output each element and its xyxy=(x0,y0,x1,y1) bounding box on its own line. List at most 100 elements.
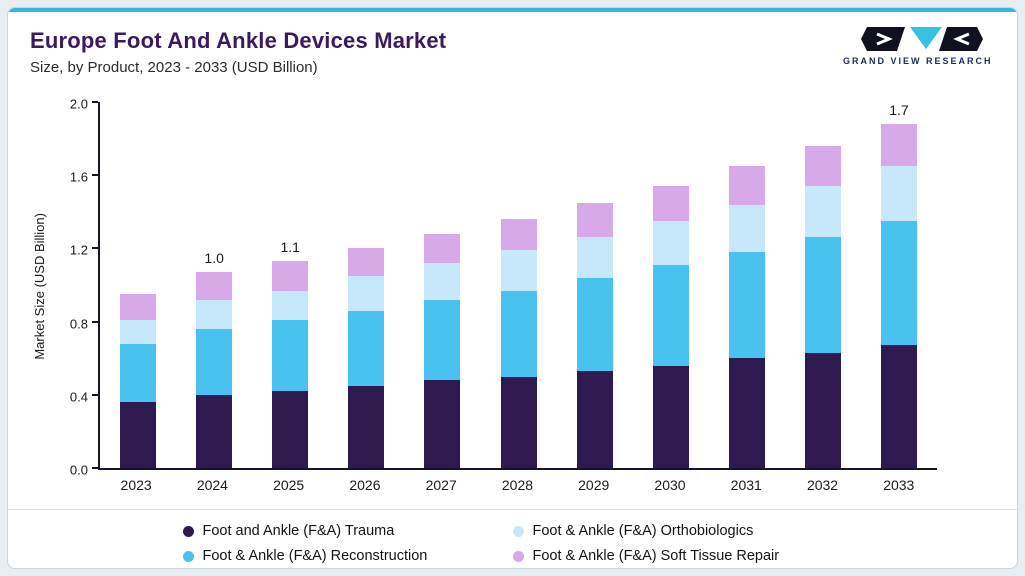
plot-area: 1.0 1.1 1.7 xyxy=(92,101,937,470)
bar-segment xyxy=(424,263,461,300)
bar-segment xyxy=(348,385,385,468)
legend-dot-icon xyxy=(182,525,194,537)
bar-value-label: 1.7 xyxy=(889,101,909,118)
legend-dot-icon xyxy=(512,525,524,537)
legend-label: Foot & Ankle (F&A) Orthobiologics xyxy=(532,523,754,539)
x-tick-label: 2030 xyxy=(654,477,686,493)
bar-column xyxy=(633,102,709,468)
brand-name: GRAND VIEW RESEARCH xyxy=(843,56,993,66)
bar-segment xyxy=(272,391,309,468)
bar-stack xyxy=(120,294,157,468)
bar-column: 1.1 xyxy=(252,102,328,468)
legend-item: Foot & Ankle (F&A) Orthobiologics xyxy=(512,523,843,539)
x-tick-label: 2026 xyxy=(349,477,381,493)
y-tick-mark xyxy=(92,467,98,469)
x-tick-label: 2024 xyxy=(196,477,228,493)
x-tick-label: 2028 xyxy=(501,477,534,493)
bar-segment xyxy=(424,233,461,264)
y-axis: 0.0 0.4 0.8 1.2 1.6 2.0 xyxy=(52,97,98,478)
bar-value-label: 1.1 xyxy=(280,239,300,256)
bar-column xyxy=(709,102,785,468)
y-tick-label: 0.8 xyxy=(69,316,88,332)
legend-item: Foot & Ankle (F&A) Soft Tissue Repair xyxy=(512,548,843,564)
bar-segment xyxy=(196,328,233,395)
bar-stack xyxy=(424,233,461,468)
bar-segment xyxy=(652,186,689,221)
legend: Foot and Ankle (F&A) Trauma Foot & Ankle … xyxy=(8,510,1017,568)
bar-segment xyxy=(348,275,385,311)
top-accent-line xyxy=(8,8,1017,12)
bar-segment xyxy=(272,261,309,291)
bar-segment xyxy=(120,402,157,468)
header: Europe Foot And Ankle Devices Market Siz… xyxy=(8,12,1017,76)
bar-segment xyxy=(424,299,461,381)
bar-segment xyxy=(576,237,613,278)
y-tick-label: 2.0 xyxy=(69,96,88,112)
page-title: Europe Foot And Ankle Devices Market xyxy=(30,28,447,53)
y-tick-label: 0.0 xyxy=(69,462,88,478)
bar-stack xyxy=(804,145,841,468)
bar-segment xyxy=(120,319,157,344)
bar-segment xyxy=(500,376,537,468)
brand-logo: GRAND VIEW RESEARCH xyxy=(843,26,991,66)
bar-segment xyxy=(120,294,157,320)
bar-segment xyxy=(880,345,917,468)
bar-segment xyxy=(576,277,613,372)
bar-segment xyxy=(272,319,309,392)
legend-divider xyxy=(8,509,1017,510)
legend-label: Foot & Ankle (F&A) Soft Tissue Repair xyxy=(532,548,780,564)
y-tick-label: 1.6 xyxy=(69,169,88,185)
bar-column xyxy=(100,102,176,468)
bar-stack xyxy=(880,123,917,468)
bar-stack xyxy=(652,186,689,468)
bar-column xyxy=(328,102,404,468)
bar-segment xyxy=(196,394,233,468)
brand-logo-icon xyxy=(861,27,983,51)
legend-item: Foot & Ankle (F&A) Reconstruction xyxy=(182,548,483,564)
bar-segment xyxy=(728,252,765,359)
x-tick-label: 2023 xyxy=(120,477,152,493)
x-tick-label: 2025 xyxy=(273,477,305,493)
bar-segment xyxy=(728,204,765,253)
bar-segment xyxy=(880,166,917,221)
bar-segment xyxy=(576,371,613,468)
y-tick-mark xyxy=(92,320,98,323)
legend-item: Foot and Ankle (F&A) Trauma xyxy=(182,523,483,539)
bar-segment xyxy=(728,166,765,205)
legend-dot-icon xyxy=(182,550,194,562)
bar-segment xyxy=(196,272,233,300)
y-axis-title: Market Size (USD Billion) xyxy=(31,212,47,360)
bar-segment xyxy=(652,220,689,265)
bar-segment xyxy=(880,220,917,346)
bar-segment xyxy=(652,365,689,468)
bars-container: 1.0 1.1 1.7 xyxy=(100,102,937,468)
bar-column: 1.0 xyxy=(176,102,252,468)
bar-segment xyxy=(196,299,233,329)
x-tick-label: 2032 xyxy=(806,477,839,493)
bar-stack xyxy=(500,219,537,468)
bar-segment xyxy=(728,358,765,468)
bar-column xyxy=(785,102,861,468)
bar-segment xyxy=(348,310,385,386)
y-tick-mark xyxy=(92,174,98,177)
bar-stack xyxy=(348,248,385,468)
bar-stack xyxy=(272,261,309,468)
bar-segment xyxy=(500,250,537,291)
bar-segment xyxy=(576,202,613,238)
bar-value-label: 1.0 xyxy=(204,250,224,267)
x-tick-label: 2029 xyxy=(578,477,610,493)
chart: Market Size (USD Billion) 0.0 0.4 0.8 1.2 1.… xyxy=(8,76,1017,478)
y-tick-mark xyxy=(92,393,98,396)
bar-column: 1.7 xyxy=(861,102,937,468)
y-tick-mark xyxy=(92,101,98,103)
bar-segment xyxy=(880,123,917,167)
bar-stack xyxy=(196,272,233,468)
legend-label: Foot and Ankle (F&A) Trauma xyxy=(202,523,395,539)
x-tick-label: 2033 xyxy=(883,477,915,493)
bar-segment xyxy=(804,352,841,468)
bar-segment xyxy=(804,186,841,238)
y-tick-mark xyxy=(92,247,98,250)
bar-column xyxy=(480,102,556,468)
bar-segment xyxy=(500,219,537,251)
legend-label: Foot & Ankle (F&A) Reconstruction xyxy=(202,548,428,564)
